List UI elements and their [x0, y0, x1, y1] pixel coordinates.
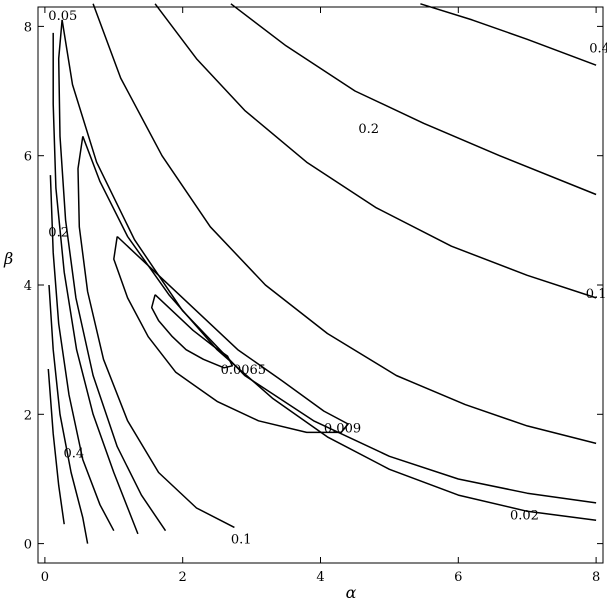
- contour-line-0_1-6: [92, 3, 597, 445]
- contour-line-1-13: [47, 368, 65, 525]
- contour-line-0_05-5: [57, 19, 167, 532]
- y-tick-label-3: 6: [24, 150, 32, 165]
- contour-labels: 0.0065 0.009 0.02 0.05 0.1 0.1 0.2 0.2 0.4 0.4: [48, 9, 607, 548]
- contour-label-9: 0.4: [589, 41, 607, 56]
- contour-label-6: 0.2: [358, 122, 379, 137]
- x-tick-label-2: 4: [316, 570, 324, 585]
- x-tick-label-1: 2: [179, 570, 187, 585]
- contour-label-1: 0.009: [324, 421, 361, 436]
- y-tick-label-0: 0: [24, 538, 32, 553]
- contour-label-3: 0.05: [48, 9, 77, 24]
- y-tick-label-2: 4: [24, 279, 32, 294]
- contour-label-0: 0.0065: [221, 363, 267, 378]
- x-axis-label: α: [346, 583, 357, 602]
- contour-lines: [47, 3, 597, 544]
- contour-label-5: 0.1: [586, 287, 607, 302]
- contour-line-1-12: [420, 3, 597, 66]
- contour-line-0_4-10: [230, 3, 597, 196]
- contour-line-0_2-8: [154, 3, 597, 299]
- x-tick-label-0: 0: [41, 570, 49, 585]
- contour-line-0_009-1: [113, 235, 349, 434]
- contour-label-4: 0.1: [231, 533, 252, 548]
- x-tick-label-4: 8: [592, 570, 600, 585]
- contour-line-0_05-4: [61, 19, 597, 504]
- contour-line-0_02-3: [77, 136, 235, 529]
- axis-ticks: 0 2 4 6 8 0 2 4 6 8: [24, 7, 603, 585]
- contour-line-0_2-9: [49, 175, 115, 532]
- contour-line-0_4-11: [48, 284, 89, 544]
- contour-line-0_1-7: [52, 32, 139, 535]
- contour-label-7: 0.2: [48, 226, 69, 241]
- x-tick-label-3: 6: [454, 570, 462, 585]
- contour-line-0_0065-0: [150, 294, 234, 369]
- contour-label-2: 0.02: [510, 509, 539, 524]
- contour-label-8: 0.4: [64, 447, 85, 462]
- y-axis-label: β: [3, 249, 13, 268]
- y-tick-label-1: 2: [24, 408, 32, 423]
- contour-line-0_02-2: [82, 136, 597, 522]
- y-tick-label-4: 8: [24, 20, 32, 35]
